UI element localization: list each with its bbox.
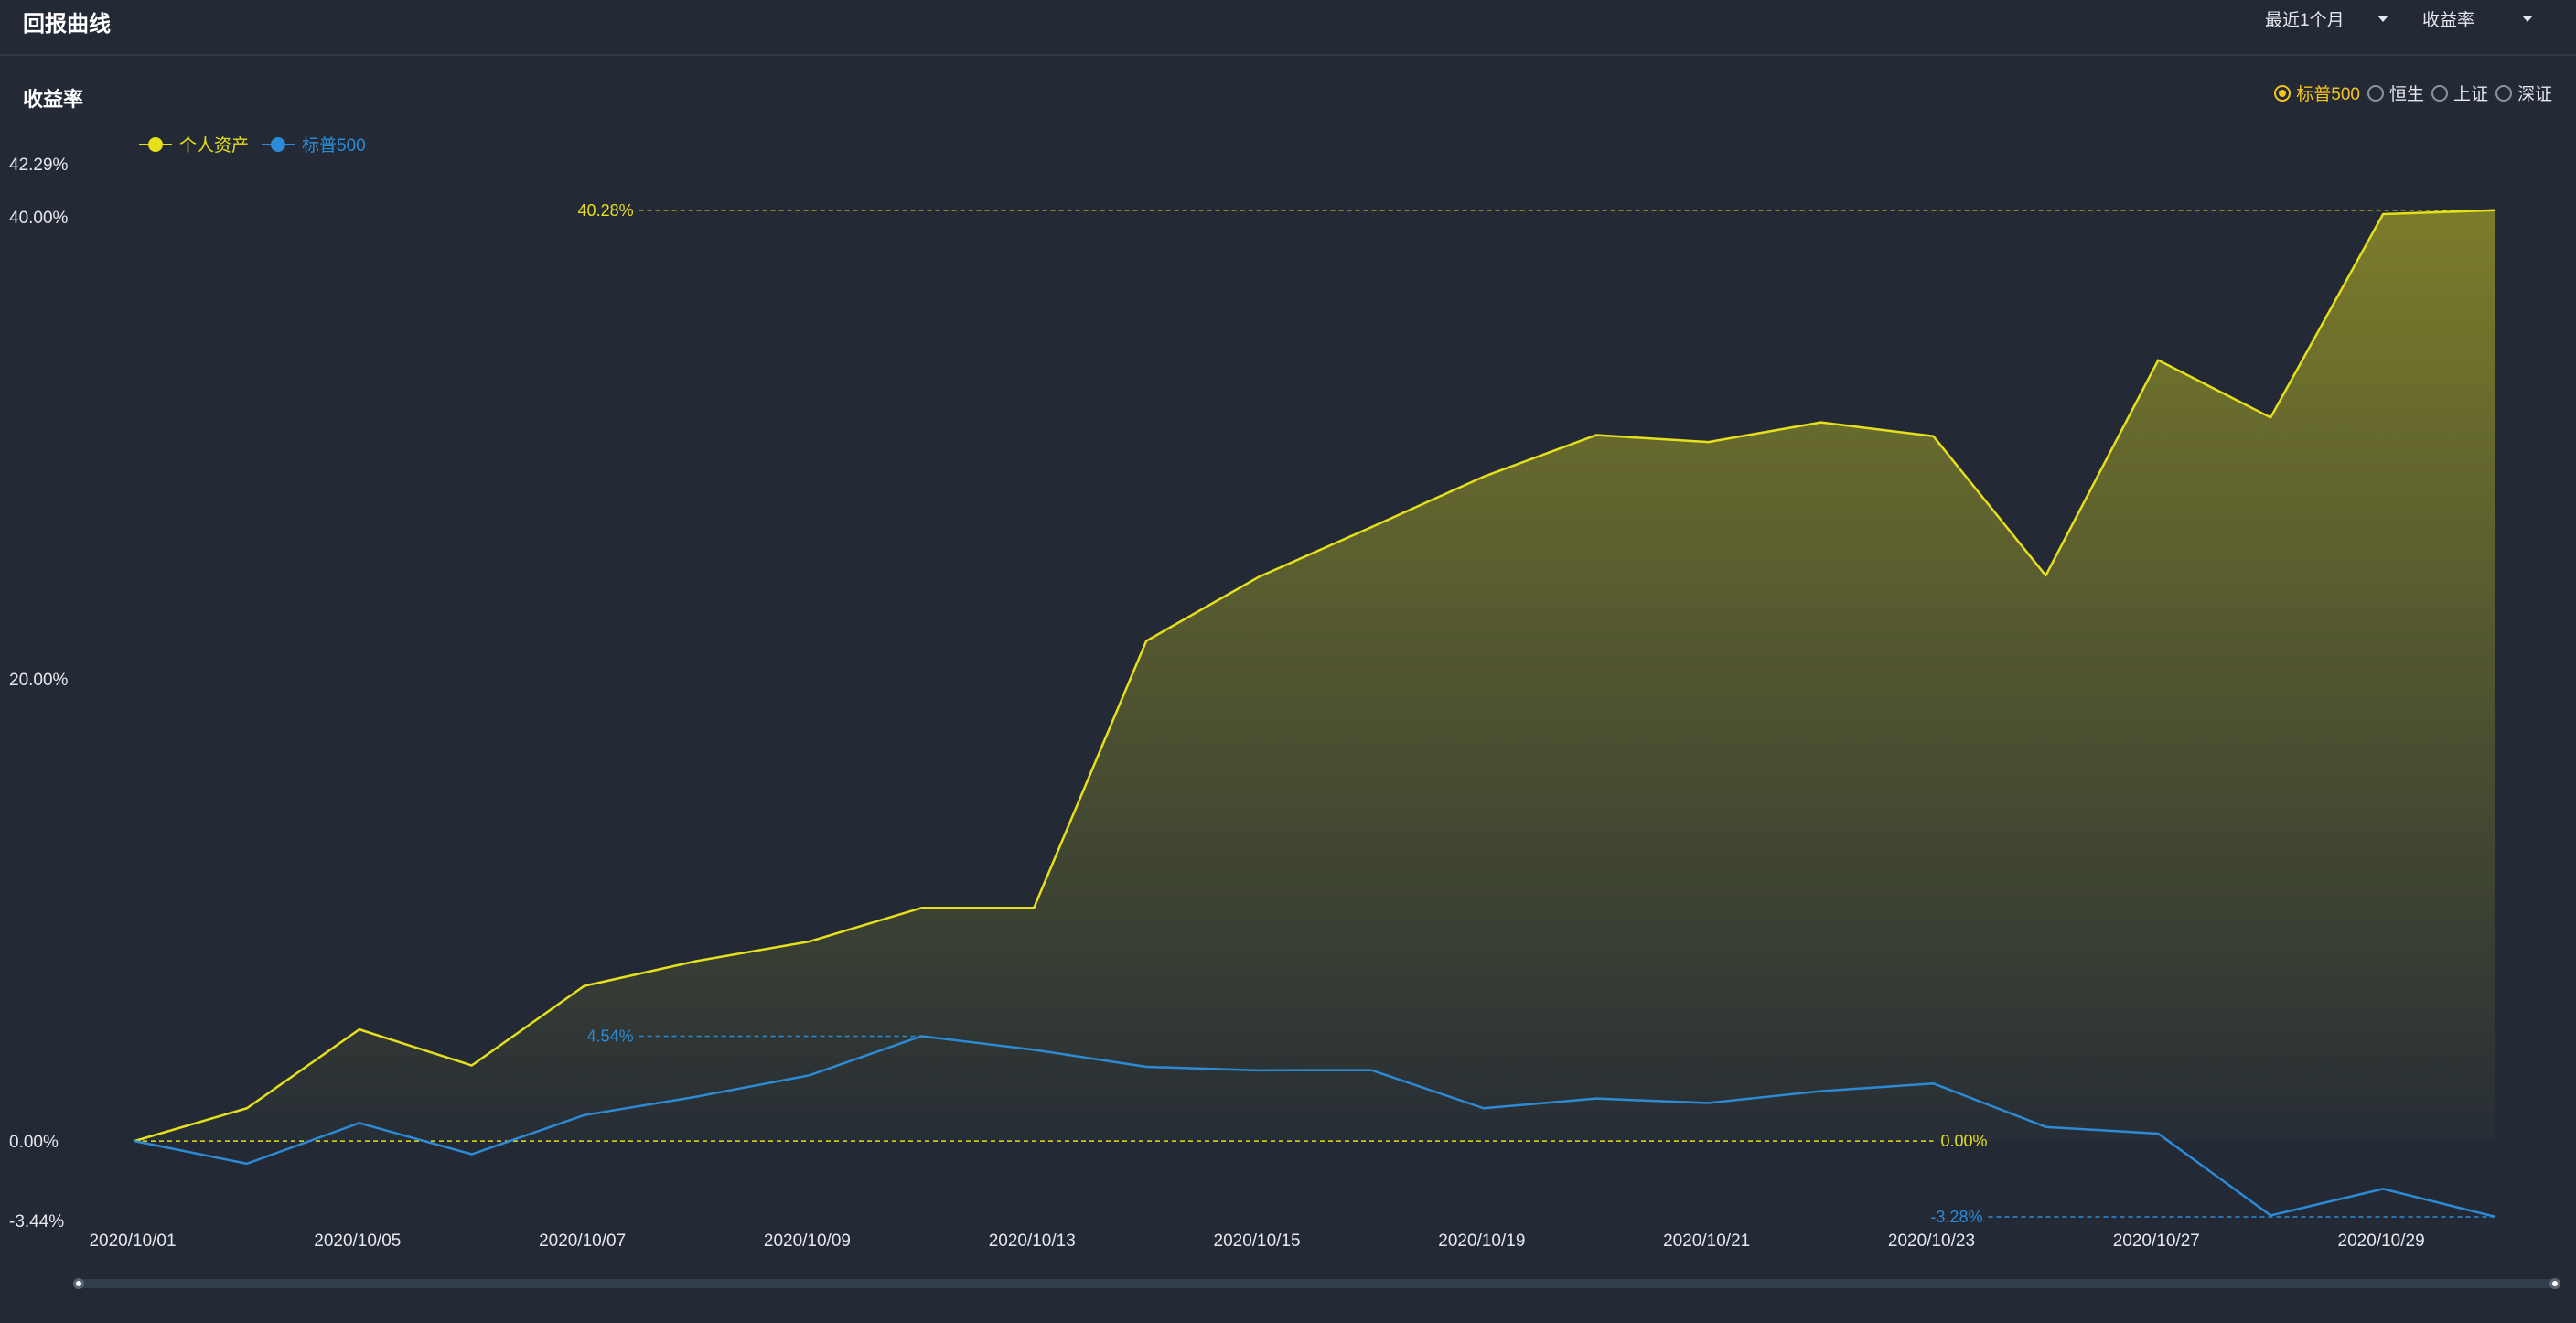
radio-shanghai[interactable]: 上证 <box>2431 81 2488 105</box>
radio-circle-icon <box>2274 84 2292 102</box>
marker-label: -3.28% <box>1930 1208 1982 1226</box>
personal-asset-line <box>134 209 2496 1143</box>
zoom-slider-track[interactable] <box>79 1279 2556 1288</box>
x-tick-label: 2020/10/05 <box>314 1232 401 1251</box>
x-tick-label: 2020/10/13 <box>989 1232 1076 1251</box>
marker-label: 40.28% <box>578 201 634 220</box>
x-tick-label: 2020/10/01 <box>89 1232 176 1251</box>
x-tick-label: 2020/10/07 <box>539 1232 626 1251</box>
x-tick-label: 2020/10/21 <box>1663 1232 1750 1251</box>
radio-shenzhen[interactable]: 深证 <box>2495 81 2552 105</box>
x-tick-label: 2020/10/19 <box>1438 1232 1525 1251</box>
legend-line-dot-icon <box>139 136 172 152</box>
legend-line-dot-icon <box>262 136 295 152</box>
x-tick-label: 2020/10/23 <box>1888 1232 1975 1251</box>
benchmark-line <box>134 1035 2496 1219</box>
legend-label: 标普500 <box>302 136 366 156</box>
x-tick-label: 2020/10/09 <box>764 1232 851 1251</box>
section-title: 收益率 <box>23 88 84 111</box>
legend-item-personal[interactable]: 个人资产 <box>139 132 249 156</box>
radio-label: 上证 <box>2453 85 2488 104</box>
period-dropdown[interactable]: 最近1个月 <box>2265 4 2388 33</box>
y-tick-label: 0.00% <box>9 1133 59 1152</box>
x-tick-label: 2020/10/27 <box>2113 1232 2200 1251</box>
personal-area-fill <box>134 210 2496 1142</box>
marker-label: 4.54% <box>587 1027 634 1045</box>
benchmark-radio-group: 标普500 恒生 上证 深证 <box>2274 81 2552 105</box>
radio-circle-icon <box>2431 84 2448 102</box>
radio-label: 恒生 <box>2388 85 2424 104</box>
y-tick-label: 20.00% <box>9 671 69 690</box>
radio-circle-icon <box>2367 84 2384 102</box>
legend-item-benchmark[interactable]: 标普500 <box>262 132 366 156</box>
radio-circle-icon <box>2495 84 2512 102</box>
y-tick-label: 40.00% <box>9 209 69 228</box>
chevron-down-icon <box>2377 15 2388 22</box>
zoom-slider-start-handle[interactable] <box>73 1278 84 1289</box>
radio-label: 标普500 <box>2296 85 2360 104</box>
x-tick-label: 2020/10/15 <box>1214 1232 1301 1251</box>
header-bar: 回报曲线 最近1个月 收益率 <box>0 0 2576 56</box>
page-title: 回报曲线 <box>23 12 111 37</box>
metric-dropdown-label: 收益率 <box>2422 10 2475 30</box>
zoom-slider-end-handle[interactable] <box>2549 1278 2560 1289</box>
y-tick-label: 42.29% <box>9 156 69 175</box>
chevron-down-icon <box>2522 15 2534 22</box>
y-tick-label: -3.44% <box>9 1212 64 1232</box>
radio-hang-seng[interactable]: 恒生 <box>2367 81 2424 105</box>
legend-label: 个人资产 <box>179 136 250 156</box>
metric-dropdown[interactable]: 收益率 <box>2422 4 2534 33</box>
period-dropdown-label: 最近1个月 <box>2265 10 2345 30</box>
x-tick-label: 2020/10/29 <box>2338 1232 2425 1251</box>
marker-label: 0.00% <box>1940 1132 1987 1150</box>
radio-label: 深证 <box>2517 85 2552 104</box>
radio-sp500[interactable]: 标普500 <box>2274 81 2360 105</box>
chart-legend: 个人资产 标普500 <box>139 132 366 156</box>
